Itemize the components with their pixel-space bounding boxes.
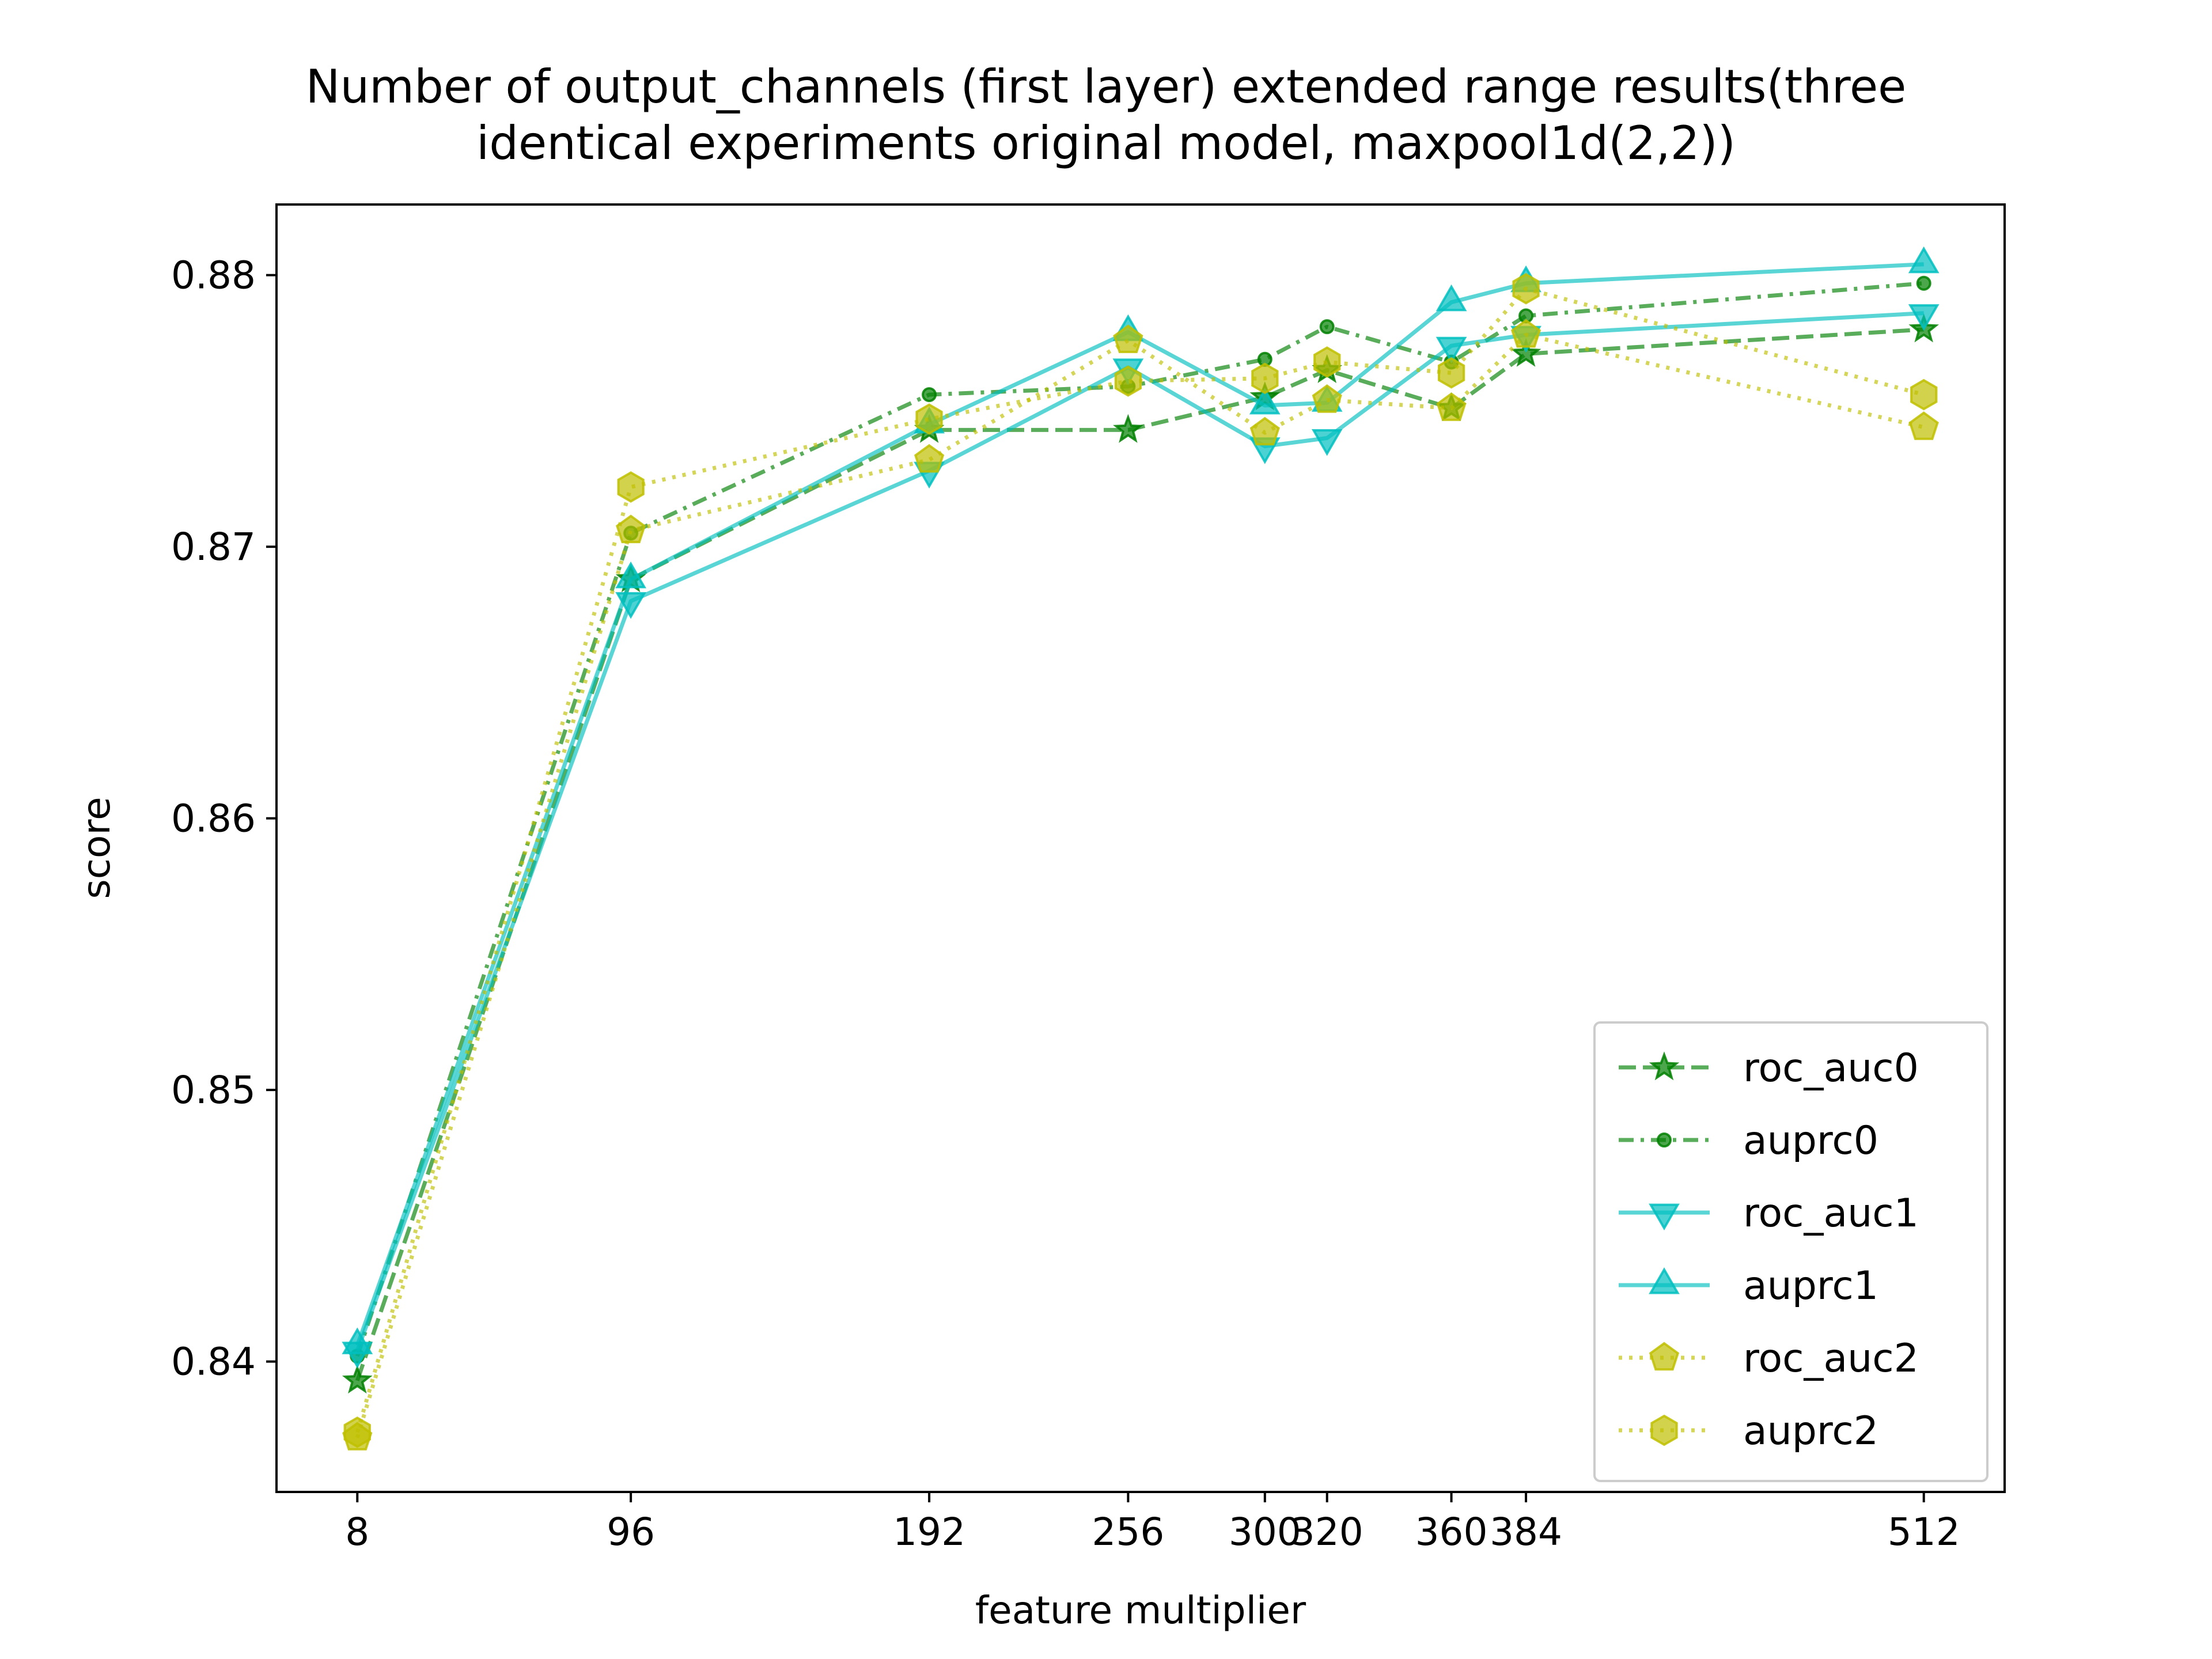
chart-title-line: identical experiments original model, ma… xyxy=(476,116,1736,170)
data-point-auprc2 xyxy=(343,1416,371,1448)
data-point-auprc2 xyxy=(915,403,943,435)
data-point-roc_auc2 xyxy=(1510,319,1541,348)
data-point-auprc2 xyxy=(617,471,645,503)
legend-marker xyxy=(1649,1342,1680,1371)
data-point-roc_auc1 xyxy=(1908,304,1940,331)
data-point-auprc1 xyxy=(342,1327,373,1354)
series-layer xyxy=(342,246,1940,1450)
y-tick-label: 0.84 xyxy=(171,1340,256,1384)
data-point-auprc0 xyxy=(1319,319,1335,335)
y-tick-label: 0.87 xyxy=(171,525,256,569)
data-point-roc_auc2 xyxy=(1249,416,1280,446)
legend-label: roc_auc1 xyxy=(1743,1191,1919,1236)
x-axis-label: feature multiplier xyxy=(975,1588,1306,1633)
legend-marker xyxy=(1649,1203,1680,1230)
series-auprc2 xyxy=(343,272,1938,1448)
chart-title-line: Number of output_channels (first layer) … xyxy=(306,60,1907,113)
data-point-auprc2 xyxy=(1910,378,1938,411)
data-point-auprc1 xyxy=(1435,284,1467,312)
y-axis: 0.84 0.85 0.86 0.87 0.88 xyxy=(171,253,276,1384)
x-tick-label: 300 xyxy=(1229,1510,1301,1554)
x-tick-label: 512 xyxy=(1888,1510,1960,1554)
legend: roc_auc0 auprc0 roc_auc1 auprc1 roc_auc2aupr… xyxy=(1593,1021,1988,1482)
data-point-auprc0 xyxy=(922,387,937,403)
series-line-auprc0 xyxy=(355,281,1924,1357)
data-point-roc_auc2 xyxy=(1312,384,1342,413)
data-point-roc_auc1 xyxy=(1435,336,1467,364)
x-tick-label: 320 xyxy=(1291,1510,1363,1554)
legend-entry-auprc1: auprc1 xyxy=(1619,1263,1878,1309)
x-tick-label: 256 xyxy=(1092,1510,1164,1554)
plot-frame xyxy=(275,203,2006,1493)
data-point-auprc1 xyxy=(1249,387,1281,415)
data-point-auprc2 xyxy=(1313,346,1341,378)
legend-marker xyxy=(1650,1414,1678,1446)
legend-box xyxy=(1593,1021,1988,1482)
data-point-roc_auc0 xyxy=(342,1364,373,1394)
legend-entry-auprc0: auprc0 xyxy=(1619,1118,1878,1164)
chart-title: Number of output_channels (first layer) … xyxy=(306,60,1907,170)
data-point-auprc1 xyxy=(1908,246,1940,274)
legend-label: auprc1 xyxy=(1743,1263,1878,1309)
x-tick-label: 360 xyxy=(1415,1510,1488,1554)
y-axis-label: score xyxy=(74,797,119,899)
legend-entry-roc_auc0: roc_auc0 xyxy=(1619,1046,1919,1091)
data-point-roc_auc2 xyxy=(1113,324,1143,353)
legend-entry-roc_auc1: roc_auc1 xyxy=(1619,1191,1919,1236)
data-point-roc_auc2 xyxy=(1908,411,1939,440)
legend-entry-roc_auc2: roc_auc2 xyxy=(1619,1336,1919,1381)
data-point-roc_auc2 xyxy=(914,444,945,473)
legend-label: auprc0 xyxy=(1743,1118,1878,1164)
x-tick-label: 96 xyxy=(607,1510,655,1554)
y-tick-label: 0.88 xyxy=(171,253,256,298)
data-point-auprc2 xyxy=(1437,357,1465,389)
legend-label: roc_auc2 xyxy=(1743,1336,1919,1381)
data-point-auprc2 xyxy=(1512,272,1540,305)
x-tick-label: 192 xyxy=(893,1510,965,1554)
data-point-roc_auc1 xyxy=(1311,429,1343,456)
data-point-roc_auc0 xyxy=(1113,414,1143,443)
x-tick-label: 8 xyxy=(345,1510,369,1554)
x-tick-label: 384 xyxy=(1490,1510,1562,1554)
legend-marker xyxy=(1649,1267,1680,1294)
legend-label: auprc2 xyxy=(1743,1408,1878,1454)
data-point-roc_auc2 xyxy=(1436,392,1467,421)
data-point-auprc0 xyxy=(1916,275,1931,291)
legend-entry-auprc2: auprc2 xyxy=(1619,1408,1878,1454)
data-point-auprc1 xyxy=(615,561,646,589)
legend-label: roc_auc0 xyxy=(1743,1046,1919,1091)
y-tick-label: 0.85 xyxy=(171,1068,256,1112)
data-point-auprc2 xyxy=(1251,362,1279,395)
data-point-auprc2 xyxy=(1114,365,1142,397)
legend-marker xyxy=(1649,1051,1680,1081)
legend-marker xyxy=(1657,1132,1672,1147)
y-tick-label: 0.86 xyxy=(171,797,256,841)
